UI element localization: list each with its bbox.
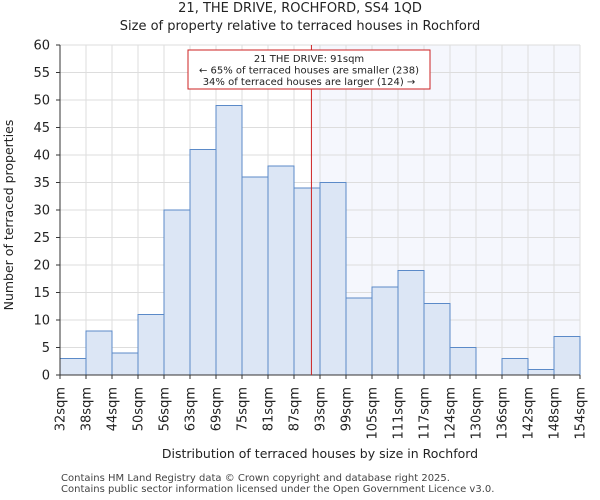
y-tick-label: 25	[33, 231, 50, 246]
x-tick-label: 32sqm	[54, 387, 69, 431]
y-tick-label: 30	[33, 204, 50, 219]
y-tick-label: 60	[33, 39, 50, 54]
x-tick-label: 124sqm	[444, 387, 459, 440]
x-tick-label: 44sqm	[106, 387, 121, 431]
x-tick-label: 154sqm	[574, 387, 589, 440]
bar	[241, 176, 269, 376]
annotation-text: ← 65% of terraced houses are smaller (23…	[199, 66, 419, 77]
x-tick-label: 130sqm	[470, 387, 485, 440]
x-axis-title: Distribution of terraced houses by size …	[162, 446, 478, 461]
y-tick-label: 5	[42, 341, 50, 356]
bar	[527, 369, 555, 376]
bar	[293, 187, 321, 376]
annotation-text: 21 THE DRIVE: 91sqm	[254, 54, 364, 65]
x-tick-label: 148sqm	[548, 387, 563, 440]
y-tick-label: 0	[42, 369, 50, 384]
bar	[59, 358, 87, 376]
x-tick-label: 136sqm	[496, 387, 511, 440]
x-tick-label: 142sqm	[522, 387, 537, 440]
x-tick-label: 50sqm	[132, 387, 147, 431]
bar	[163, 209, 191, 376]
footer-line-2: Contains public sector information licen…	[61, 484, 495, 495]
bar	[345, 297, 373, 376]
x-tick-label: 117sqm	[418, 387, 433, 440]
bar	[267, 165, 295, 376]
annotation-text: 34% of terraced houses are larger (124) …	[203, 77, 416, 88]
histogram-chart: 0 5 10 15 20 25 30 35 40 45 50 55 60 32sqm 38sqm 44sqm 5…	[1, 39, 589, 462]
x-tick-label: 75sqm	[236, 387, 251, 431]
x-tick-label: 93sqm	[314, 387, 329, 431]
x-tick-label: 87sqm	[288, 387, 303, 431]
bar	[137, 314, 165, 376]
y-tick-label: 50	[33, 94, 50, 109]
x-tick-label: 105sqm	[366, 387, 381, 440]
bar	[111, 352, 139, 376]
bar	[371, 286, 399, 376]
bar	[319, 182, 347, 376]
y-tick-label: 20	[33, 259, 50, 274]
annotation-box	[187, 49, 431, 90]
x-tick-label: 56sqm	[158, 387, 173, 431]
footer-line-1: Contains HM Land Registry data © Crown c…	[61, 473, 450, 484]
y-tick-label: 35	[33, 176, 50, 191]
bar	[553, 336, 581, 376]
x-tick-label: 111sqm	[392, 387, 407, 440]
y-tick-label: 10	[33, 314, 50, 329]
chart-title: 21, THE DRIVE, ROCHFORD, SS4 1QD	[178, 1, 422, 16]
x-tick-label: 63sqm	[184, 387, 199, 431]
bar	[85, 330, 113, 376]
y-axis-title: Number of terraced properties	[1, 120, 16, 311]
bar	[449, 347, 477, 376]
bar	[423, 303, 451, 376]
x-tick-label: 69sqm	[210, 387, 225, 431]
y-tick-label: 55	[33, 66, 50, 81]
bar	[501, 358, 529, 376]
y-tick-label: 15	[33, 286, 50, 301]
y-tick-label: 45	[33, 121, 50, 136]
bar	[215, 105, 243, 376]
bar	[397, 270, 425, 376]
x-tick-label: 38sqm	[80, 387, 95, 431]
chart-subtitle: Size of property relative to terraced ho…	[119, 19, 481, 34]
bar	[189, 149, 217, 376]
x-tick-label: 81sqm	[262, 387, 277, 431]
x-tick-label: 99sqm	[340, 387, 355, 431]
y-tick-label: 40	[33, 149, 50, 164]
